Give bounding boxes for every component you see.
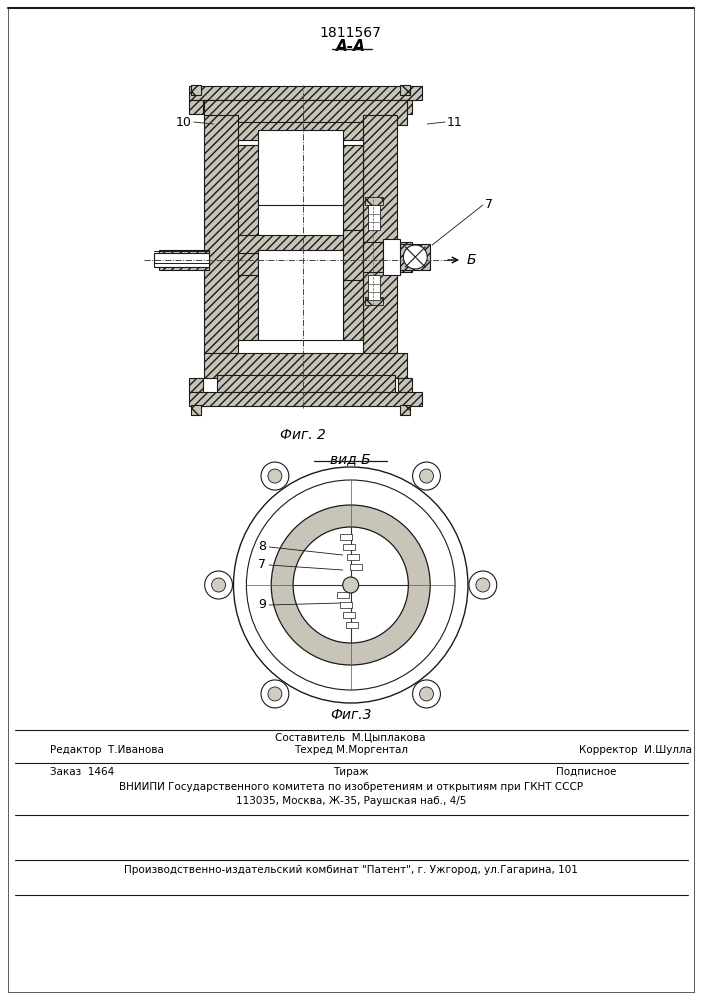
- Bar: [337, 592, 349, 598]
- Bar: [216, 122, 395, 140]
- Bar: [400, 85, 410, 95]
- Circle shape: [247, 480, 455, 690]
- Bar: [204, 353, 407, 378]
- Circle shape: [413, 680, 440, 708]
- Circle shape: [261, 680, 289, 708]
- Text: А-А: А-А: [336, 39, 366, 54]
- Bar: [343, 230, 363, 280]
- Bar: [400, 405, 410, 415]
- Text: Техред М.Моргентал: Техред М.Моргентал: [293, 745, 408, 755]
- Circle shape: [271, 505, 430, 665]
- Text: Корректор  И.Шулла: Корректор И.Шулла: [579, 745, 692, 755]
- Text: Б: Б: [467, 253, 477, 267]
- Circle shape: [204, 571, 233, 599]
- Circle shape: [293, 527, 409, 643]
- Bar: [365, 297, 382, 305]
- Text: ВНИИПИ Государственного комитета по изобретениям и открытиям при ГКНТ СССР: ВНИИПИ Государственного комитета по изоб…: [119, 782, 583, 792]
- Bar: [363, 115, 397, 355]
- Text: Фиг. 2: Фиг. 2: [280, 428, 326, 442]
- Text: 11: 11: [447, 115, 463, 128]
- Bar: [191, 405, 201, 415]
- Bar: [189, 100, 203, 114]
- Circle shape: [343, 577, 358, 593]
- Bar: [340, 602, 351, 608]
- Bar: [216, 375, 395, 392]
- Bar: [159, 250, 209, 270]
- Bar: [191, 85, 201, 95]
- Bar: [382, 239, 400, 275]
- Bar: [204, 100, 407, 125]
- Bar: [340, 534, 351, 540]
- Bar: [238, 253, 258, 275]
- Bar: [368, 275, 380, 300]
- Bar: [204, 115, 238, 355]
- Bar: [189, 86, 422, 100]
- Circle shape: [268, 687, 282, 701]
- Text: Подписное: Подписное: [556, 767, 617, 777]
- Text: 8: 8: [258, 540, 267, 554]
- Text: Производственно-издательский комбинат "Патент", г. Ужгород, ул.Гагарина, 101: Производственно-издательский комбинат "П…: [124, 865, 578, 875]
- Text: вид Б: вид Б: [330, 452, 371, 466]
- Bar: [343, 544, 355, 550]
- Bar: [350, 564, 362, 570]
- Bar: [189, 378, 203, 392]
- Text: Фиг.3: Фиг.3: [330, 708, 371, 722]
- Circle shape: [469, 571, 497, 599]
- Circle shape: [268, 469, 282, 483]
- Bar: [258, 130, 343, 205]
- Bar: [365, 197, 382, 205]
- Text: Составитель  М.Цыплакова: Составитель М.Цыплакова: [276, 732, 426, 742]
- Text: 113035, Москва, Ж-35, Раушская наб., 4/5: 113035, Москва, Ж-35, Раушская наб., 4/5: [235, 796, 466, 806]
- Bar: [238, 145, 258, 340]
- Text: Редактор  Т.Иванова: Редактор Т.Иванова: [49, 745, 163, 755]
- Bar: [368, 205, 380, 230]
- Text: 7: 7: [258, 558, 267, 572]
- Bar: [154, 253, 209, 267]
- Circle shape: [419, 687, 433, 701]
- Bar: [346, 554, 358, 560]
- Text: Заказ  1464: Заказ 1464: [49, 767, 114, 777]
- Circle shape: [211, 578, 226, 592]
- Bar: [399, 100, 412, 114]
- Circle shape: [233, 467, 468, 703]
- Bar: [363, 242, 382, 272]
- Bar: [400, 242, 412, 272]
- Bar: [189, 392, 422, 406]
- Circle shape: [413, 462, 440, 490]
- Text: 7: 7: [485, 198, 493, 212]
- Text: 10: 10: [176, 115, 192, 128]
- Text: Тираж: Тираж: [333, 767, 368, 777]
- Bar: [399, 378, 412, 392]
- Text: 1811567: 1811567: [320, 26, 382, 40]
- Text: 9: 9: [258, 598, 267, 611]
- Bar: [343, 612, 355, 618]
- Circle shape: [419, 469, 433, 483]
- Circle shape: [476, 578, 490, 592]
- Bar: [346, 622, 358, 628]
- Bar: [343, 145, 363, 340]
- Bar: [238, 235, 363, 255]
- Bar: [258, 250, 343, 340]
- Circle shape: [261, 462, 289, 490]
- Circle shape: [404, 245, 427, 269]
- Bar: [400, 244, 430, 270]
